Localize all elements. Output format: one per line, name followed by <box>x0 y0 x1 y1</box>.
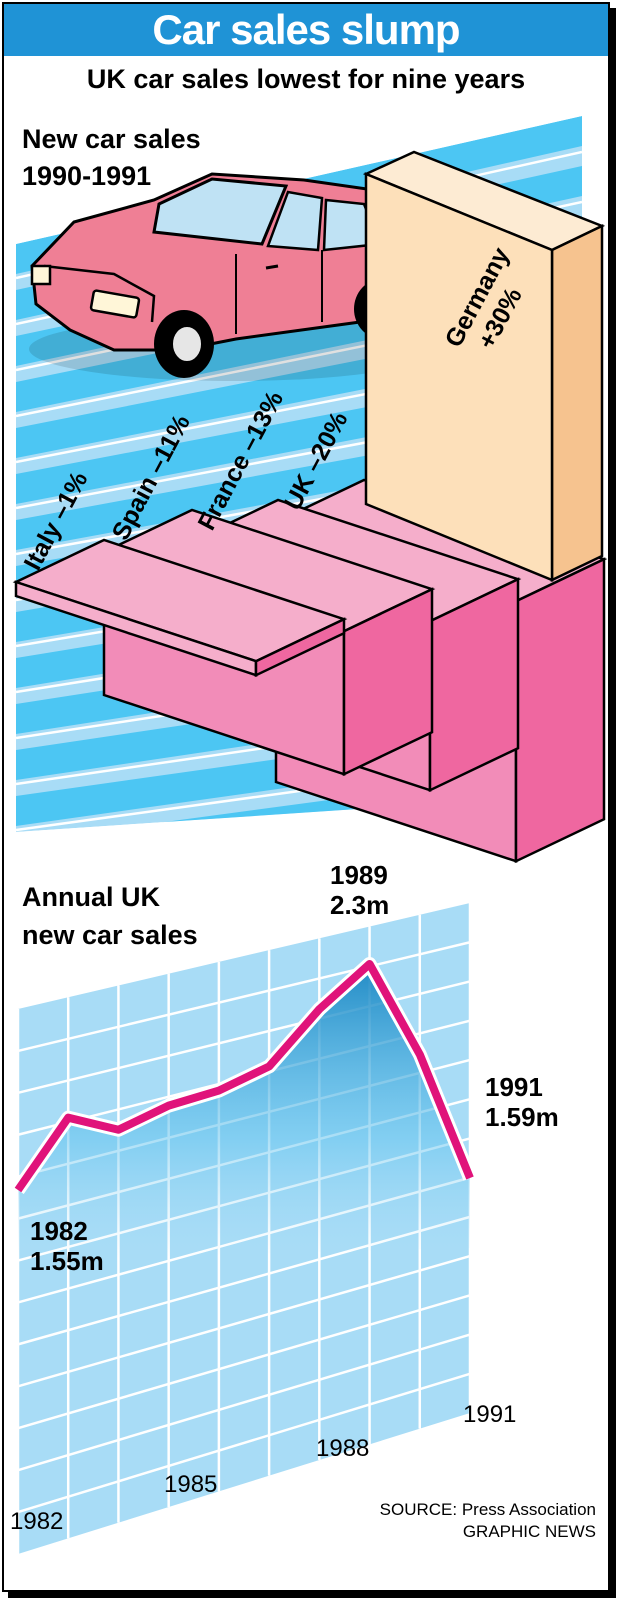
x-tick-1991: 1991 <box>463 1401 516 1428</box>
upper-chart-title-line1: New car sales <box>22 124 201 154</box>
publisher-line: GRAPHIC NEWS <box>462 1522 596 1541</box>
annual-uk-sales-chart: Annual UK new car sales 19821.55m19892.3… <box>10 860 559 1554</box>
annotation-1989-value: 2.3m <box>330 890 389 920</box>
upper-chart-title-line2: 1990-1991 <box>22 161 151 191</box>
sales-line <box>12 957 477 1194</box>
grid-hline <box>17 1333 471 1472</box>
title-bar: Car sales slump <box>4 4 608 56</box>
infographic-frame: Car sales slump UK car sales lowest for … <box>2 2 610 1592</box>
subtitle: UK car sales lowest for nine years <box>86 64 526 94</box>
grid-hline <box>17 941 471 1053</box>
grid-hline <box>17 1372 471 1514</box>
lower-chart-title-line1: Annual UK <box>22 882 160 912</box>
annotation-1991-year: 1991 <box>485 1072 543 1102</box>
new-car-sales-chart: New car sales 1990-1991 Germany <box>12 116 608 864</box>
lower-chart-title-line2: new car sales <box>22 920 198 950</box>
grid-hline <box>17 1294 471 1430</box>
source-line: SOURCE: Press Association <box>379 1500 596 1519</box>
source-credit: SOURCE: Press Association GRAPHIC NEWS <box>380 1499 596 1543</box>
annotation-1982-year: 1982 <box>30 1216 88 1246</box>
x-tick-1982: 1982 <box>10 1508 63 1535</box>
annotation-1989-year: 1989 <box>330 860 388 890</box>
sales-area <box>18 964 470 1260</box>
bar-italy <box>12 538 348 678</box>
car-icon <box>29 172 439 381</box>
x-tick-1985: 1985 <box>164 1471 217 1498</box>
bars-group <box>12 478 608 864</box>
annotation-1991-value: 1.59m <box>485 1102 559 1132</box>
annotation-1982-value: 1.55m <box>30 1246 104 1276</box>
sales-line-path <box>14 960 474 1193</box>
x-tick-1988: 1988 <box>316 1435 369 1462</box>
bar-germany <box>362 150 606 582</box>
x-tick-labels: 1982 1985 1988 1991 <box>10 1401 516 1535</box>
grid-hline <box>17 1254 471 1388</box>
